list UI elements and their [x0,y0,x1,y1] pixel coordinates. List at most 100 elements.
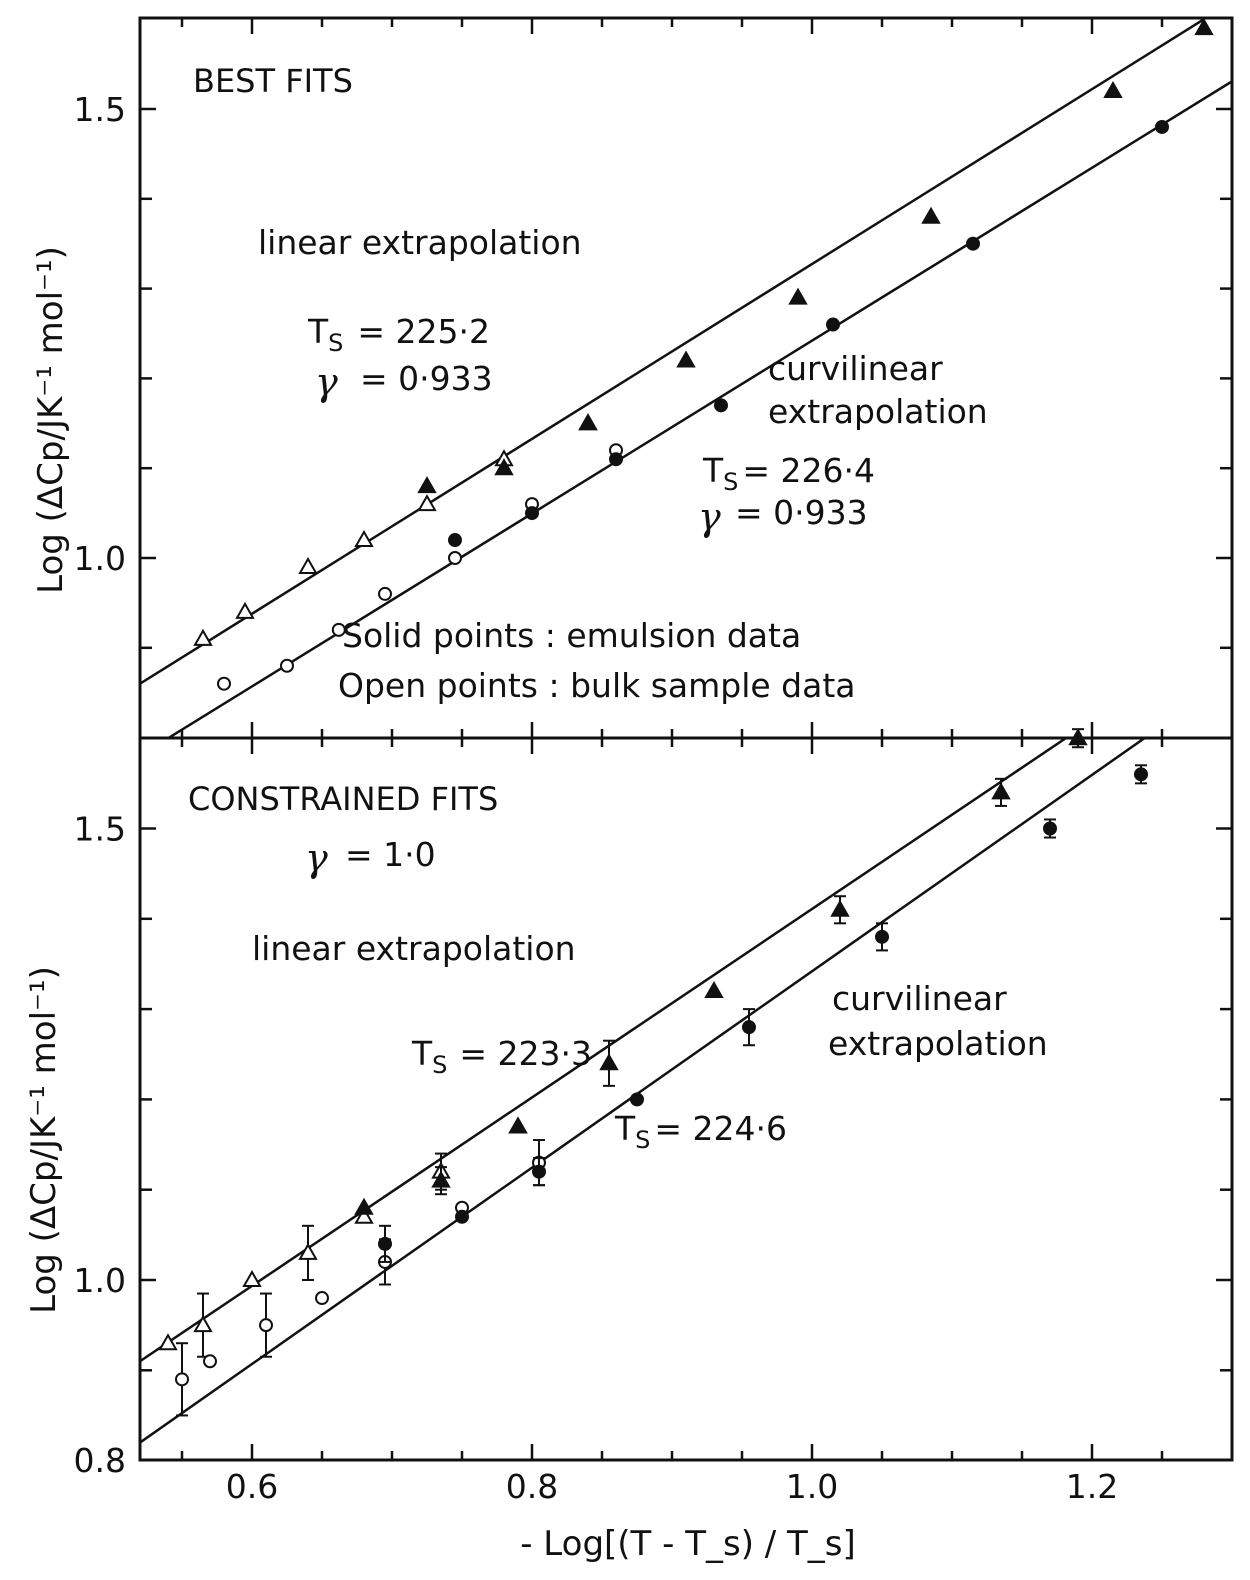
top-linear-ts: TS = 225·2 [307,312,490,357]
solid-circle-point [826,317,840,332]
y-tick-label: 1.5 [74,810,126,849]
open-triangle-point [354,1206,374,1224]
open-circle-point [203,1354,217,1369]
top-linear-ts-value: = 225·2 [357,312,490,351]
solid-circle-point [448,533,462,548]
top-linear-ts-label: T [307,312,329,351]
x-tick-label: 1.2 [1066,1467,1118,1506]
bottom-linear-ts-value: = 223·3 [459,1034,592,1073]
solid-triangle-point [676,350,696,368]
solid-triangle-point [599,1053,619,1071]
open-circle-point [331,622,346,637]
solid-triangle-point [508,1116,528,1134]
top-curvi-ts: TS = 226·4 [702,451,875,496]
open-triangle-point [158,1333,178,1351]
bottom-curvi-ts-sub: S [635,1126,650,1154]
solid-triangle-point [431,1170,451,1188]
open-triangle-point [193,628,213,646]
top-linear-title: linear extrapolation [258,223,582,262]
solid-circle-point [714,398,728,413]
y-tick-label: 0.8 [74,1441,126,1480]
open-triangle-point [298,1242,318,1260]
y-tick-label: 1.5 [74,90,126,129]
bottom-linear-ts-label: T [411,1034,433,1073]
top-curvi-title-2: extrapolation [768,392,988,431]
solid-circle-point [532,1164,546,1179]
solid-circle-point [742,1020,756,1035]
bottom-gamma-value: = 1·0 [345,835,436,874]
solid-triangle-point [788,287,808,305]
top-curvi-ts-label: T [702,451,724,490]
bottom-linear-title: linear extrapolation [252,929,576,968]
open-circle-point [259,1318,273,1333]
bottom-gamma-symbol: γ [305,836,328,880]
plot-layer: 1.0 1.5 0.6 0.8 1.0 1.2 0.8 1.0 1.5 [74,16,1234,1506]
top-curvi-ts-sub: S [723,468,738,496]
top-linear-ts-sub: S [328,329,343,357]
top-curvi-gamma-symbol: γ [698,495,721,539]
solid-circle-point [1155,119,1169,134]
solid-circle-point [525,506,539,521]
solid-triangle-point [991,782,1011,800]
x-axis-title: - Log[(T - T_s) / T_s] [520,1524,856,1564]
y-tick-label: 1.0 [74,1261,126,1300]
top-linear-gamma-symbol: γ [315,360,338,404]
solid-triangle-point [494,458,514,476]
bottom-linear-ts: TS = 223·3 [411,1034,592,1079]
bottom-curvi-ts: TS = 224·6 [614,1109,787,1154]
solid-triangle-point [830,899,850,917]
open-circle-point [280,658,294,673]
solid-circle-point [1134,767,1148,782]
bottom-curvi-ts-label: T [614,1109,636,1148]
solid-triangle-point [704,981,724,999]
open-circle-point [378,586,392,601]
solid-triangle-point [417,476,437,494]
fit-line [166,79,1232,738]
bottom-curvi-title-1: curvilinear [832,979,1007,1018]
top-linear-gamma-value: = 0·933 [360,359,493,398]
y-tick-label: 1.0 [74,539,126,578]
top-curvi-gamma-value: = 0·933 [735,493,868,532]
solid-triangle-point [1068,728,1088,746]
solid-triangle-point [354,1197,374,1215]
bottom-curvi-title-2: extrapolation [828,1024,1048,1063]
solid-triangle-point [1103,81,1123,99]
open-triangle-point [235,601,255,619]
open-circle-point [175,1372,189,1387]
fit-line [140,738,1147,1444]
solid-circle-point [875,929,889,944]
solid-triangle-point [578,413,598,431]
open-circle-point [448,551,462,565]
top-legend-open: Open points : bulk sample data [338,666,856,705]
panel-bottom: 0.6 0.8 1.0 1.2 0.8 1.0 1.5 [74,728,1234,1506]
top-curvi-title-1: curvilinear [768,349,943,388]
solid-circle-point [609,452,623,467]
open-triangle-point [193,1315,213,1333]
panel-frame [138,736,1234,1462]
open-triangle-point [242,1269,262,1287]
fit-line [140,738,1069,1363]
open-triangle-point [354,530,374,548]
top-y-axis-title: Log (ΔCp/JK⁻¹ mol⁻¹) [31,246,71,594]
solid-circle-point [1043,821,1057,836]
solid-circle-point [630,1092,644,1107]
open-triangle-point [417,494,437,512]
solid-circle-point [455,1209,469,1224]
fit-line [140,18,1205,685]
x-tick-label: 0.8 [506,1467,558,1506]
top-panel-title: BEST FITS [193,62,353,100]
bottom-y-axis-title: Log (ΔCp/JK⁻¹ mol⁻¹) [24,966,64,1314]
open-triangle-point [298,556,318,574]
top-curvi-ts-value: = 226·4 [742,451,875,490]
bottom-linear-ts-sub: S [432,1051,447,1079]
bottom-panel-title: CONSTRAINED FITS [188,780,498,818]
solid-triangle-point [921,206,941,224]
solid-circle-point [966,236,980,251]
bottom-curvi-ts-value: = 224·6 [654,1109,787,1148]
x-tick-label: 1.0 [786,1467,838,1506]
open-circle-point [217,676,231,691]
solid-circle-point [378,1236,392,1251]
solid-triangle-point [1194,18,1214,36]
top-legend-solid: Solid points : emulsion data [342,616,801,655]
